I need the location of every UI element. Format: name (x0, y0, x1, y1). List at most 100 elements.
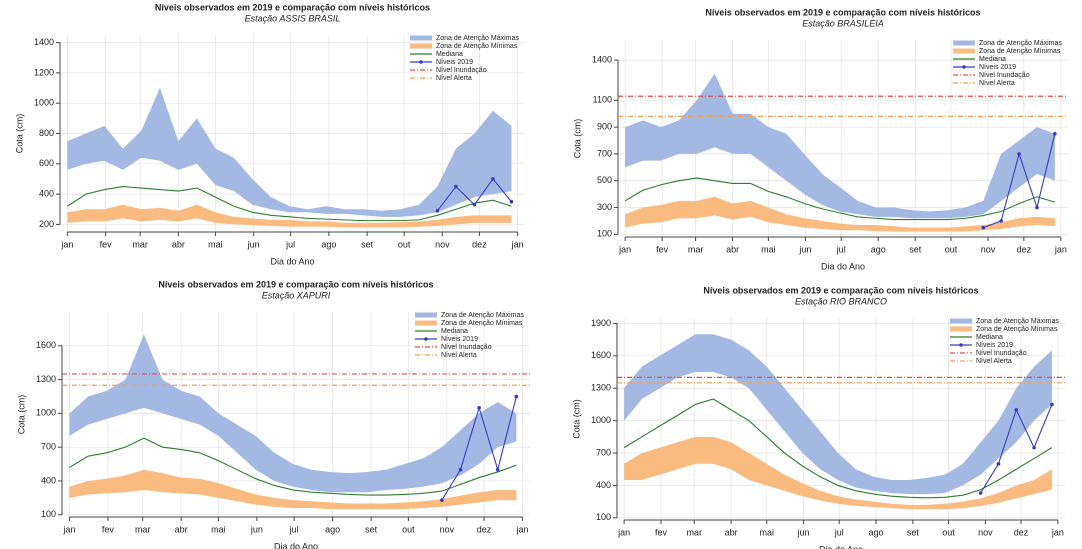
legend-label: Nível Inundação (976, 350, 1027, 357)
x-tick-label: nov (981, 244, 996, 254)
x-tick-label: abr (172, 239, 185, 249)
legend-label: Mediana (976, 334, 1003, 341)
y-tick-label: 1200 (34, 67, 54, 77)
point (978, 491, 983, 495)
x-tick-label: jul (834, 527, 844, 537)
x-tick-label: dez (477, 524, 492, 534)
x-tick-label: jan (617, 527, 630, 537)
x-tick-label: fev (102, 524, 115, 534)
point (472, 202, 477, 207)
legend-label: Mediana (436, 51, 463, 58)
chart-subtitle: Estação ASSIS BRASIL (245, 13, 341, 23)
point (999, 219, 1003, 223)
x-tick-label: jan (60, 239, 73, 249)
legend-marker (959, 343, 963, 347)
legend-label: Níveis 2019 (979, 64, 1016, 71)
x-tick-label: set (365, 524, 378, 534)
x-tick-label: dez (1017, 244, 1032, 254)
x-tick-label: mar (688, 244, 704, 254)
point (509, 199, 514, 204)
point (1014, 408, 1019, 412)
legend-label: Mediana (441, 328, 468, 335)
x-tick-label: mai (211, 524, 226, 534)
y-tick-label: 800 (39, 128, 54, 138)
y-tick-label: 700 (41, 442, 56, 452)
band (624, 334, 1052, 495)
x-tick-label: mar (686, 527, 702, 537)
x-tick-label: mai (761, 244, 776, 254)
x-tick-label: nov (435, 239, 450, 249)
point (491, 177, 495, 181)
point (435, 208, 440, 213)
x-tick-label: jan (511, 239, 524, 249)
band (69, 469, 517, 510)
legend-label: Mediana (979, 56, 1006, 63)
legend-label: Nível Inundação (979, 72, 1030, 79)
y-tick-label: 400 (39, 188, 54, 198)
chart-panel: Níveis observados em 2019 e comparação c… (14, 2, 525, 266)
y-tick-label: 1400 (34, 37, 54, 47)
chart-panel: Níveis observados em 2019 e comparação c… (16, 279, 530, 549)
point (996, 462, 1001, 466)
chart-subtitle: Estação XAPURI (262, 290, 331, 300)
y-tick-label: 500 (597, 175, 612, 185)
y-tick-label: 1000 (36, 408, 56, 418)
y-tick-label: 400 (596, 480, 611, 490)
chart-panel: Níveis observados em 2019 e comparação c… (571, 285, 1065, 549)
y-axis-title: Cota (cm) (14, 114, 24, 154)
point (514, 394, 519, 399)
legend-label: Zona de Atenção Máximas (976, 318, 1059, 325)
x-tick-label: jan (516, 524, 529, 534)
y-tick-label: 400 (41, 475, 56, 485)
point (1032, 445, 1036, 450)
legend-label: Zona de Atenção Máximas (436, 35, 519, 42)
x-tick-label: ago (325, 524, 340, 534)
x-tick-label: out (398, 239, 411, 249)
legend-label: Nível Alerta (979, 80, 1015, 87)
y-tick-label: 700 (597, 148, 612, 158)
point (458, 467, 463, 472)
y-tick-label: 300 (597, 202, 612, 212)
legend-label: Zona de Atenção Máximas (979, 40, 1062, 47)
y-tick-label: 100 (597, 229, 612, 239)
y-tick-label: 1900 (591, 318, 611, 328)
x-tick-label: jun (250, 524, 263, 534)
point (477, 405, 481, 410)
legend-label: Nível Alerta (976, 358, 1012, 365)
y-tick-label: 100 (596, 512, 611, 522)
x-axis-title: Dia do Ano (274, 541, 318, 549)
x-tick-label: ago (869, 527, 884, 537)
y-axis-title: Cota (cm) (16, 395, 26, 435)
x-tick-label: jul (289, 524, 299, 534)
legend-label: Nível Alerta (436, 75, 472, 82)
legend-label: Níveis 2019 (976, 342, 1013, 349)
legend-marker (419, 60, 423, 64)
y-tick-label: 1300 (36, 374, 56, 384)
band (625, 73, 1055, 219)
chart-title: Níveis observados em 2019 e comparação c… (158, 279, 433, 289)
point (1053, 132, 1057, 136)
band (67, 204, 512, 228)
legend-label: Zona de Atenção Mínimas (979, 48, 1061, 55)
x-tick-label: abr (725, 527, 738, 537)
y-tick-label: 1300 (591, 383, 611, 393)
x-tick-label: mai (759, 527, 774, 537)
x-tick-label: mai (208, 239, 223, 249)
x-tick-label: jun (797, 527, 810, 537)
y-tick-label: 700 (596, 447, 611, 457)
chart-subtitle: Estação RIO BRANCO (795, 296, 887, 306)
chart-title: Níveis observados em 2019 e comparação c… (705, 7, 980, 17)
legend-label: Nível Inundação (436, 67, 487, 74)
legend-marker (424, 337, 428, 341)
y-tick-label: 900 (597, 121, 612, 131)
y-tick-label: 1400 (592, 54, 612, 64)
chart-title: Níveis observados em 2019 e comparação c… (155, 2, 430, 12)
x-tick-label: set (907, 527, 920, 537)
x-tick-label: jun (247, 239, 260, 249)
x-tick-label: dez (1014, 527, 1029, 537)
x-tick-label: jan (62, 524, 75, 534)
band (624, 436, 1052, 510)
legend-label: Zona de Atenção Mínimas (976, 326, 1058, 333)
x-tick-label: jan (618, 244, 631, 254)
y-tick-label: 1100 (593, 95, 612, 105)
